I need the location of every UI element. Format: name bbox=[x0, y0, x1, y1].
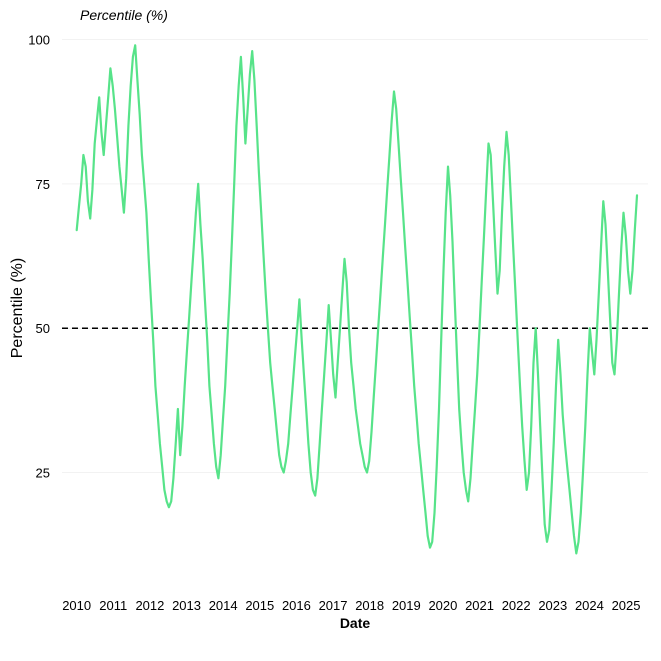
x-tick-label: 2012 bbox=[135, 598, 164, 613]
x-tick-label: 2021 bbox=[465, 598, 494, 613]
x-tick-label: 2011 bbox=[99, 598, 127, 613]
x-tick-label: 2015 bbox=[245, 598, 274, 613]
y-axis-title: Percentile (%) bbox=[9, 258, 26, 358]
y-tick-label: 50 bbox=[36, 321, 50, 336]
x-tick-label: 2013 bbox=[172, 598, 201, 613]
x-tick-label: 2024 bbox=[575, 598, 604, 613]
x-tick-label: 2014 bbox=[209, 598, 238, 613]
x-tick-label: 2018 bbox=[355, 598, 384, 613]
x-tick-label: 2017 bbox=[319, 598, 348, 613]
x-tick-label: 2016 bbox=[282, 598, 311, 613]
x-tick-label: 2010 bbox=[62, 598, 91, 613]
y-tick-label: 75 bbox=[36, 177, 50, 192]
x-tick-label: 2019 bbox=[392, 598, 421, 613]
x-tick-label: 2025 bbox=[612, 598, 641, 613]
y-tick-label: 25 bbox=[36, 466, 50, 481]
x-tick-label: 2022 bbox=[502, 598, 531, 613]
x-axis-title: Date bbox=[340, 615, 371, 631]
y-tick-label: 100 bbox=[28, 33, 50, 48]
x-tick-label: 2023 bbox=[538, 598, 567, 613]
percentile-chart: 25 50 75 100 2010 2011 2012 2013 2014 2015 2016 201… bbox=[0, 0, 661, 661]
chart-svg: 25 50 75 100 2010 2011 2012 2013 2014 2015 2016 201… bbox=[0, 0, 661, 661]
chart-subtitle: Percentile (%) bbox=[80, 7, 168, 23]
x-tick-label: 2020 bbox=[428, 598, 457, 613]
